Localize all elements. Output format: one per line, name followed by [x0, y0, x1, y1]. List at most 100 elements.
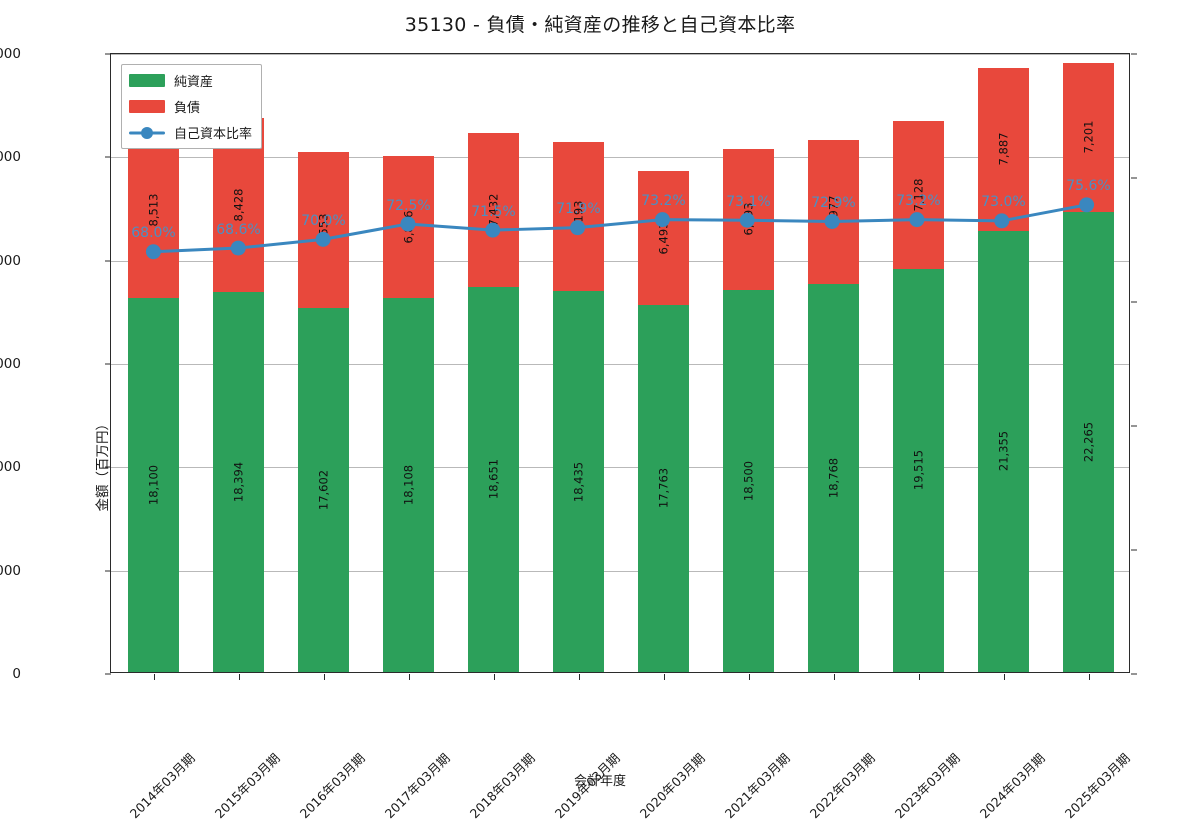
plot-area: 18,1008,51318,3948,42817,6027,55318,1086… — [0, 46, 1137, 821]
ratio-markers — [145, 197, 1095, 260]
ratio-marker[interactable] — [145, 244, 161, 260]
bar-segment-equity[interactable]: 18,651 — [468, 286, 519, 672]
y-tick-mark-left — [105, 673, 111, 675]
x-tick-mark — [748, 674, 750, 680]
bar-segment-equity[interactable]: 18,108 — [383, 297, 434, 672]
ratio-marker[interactable] — [994, 213, 1010, 229]
y-axis-label-left: 金額（百万円） — [95, 417, 111, 512]
bar-segment-equity[interactable]: 18,100 — [128, 297, 179, 672]
ratio-marker[interactable] — [739, 212, 755, 228]
gridline — [111, 467, 1129, 469]
y-tick-mark-left — [105, 466, 111, 468]
y-tick-label-left: 25,000 — [0, 149, 21, 166]
bar-segment-debt[interactable]: 7,887 — [978, 67, 1029, 231]
bar-segment-equity[interactable]: 21,355 — [978, 230, 1029, 672]
bar-segment-equity[interactable]: 17,763 — [638, 304, 689, 672]
bar-segment-debt[interactable]: 6,493 — [638, 170, 689, 305]
x-tick-mark — [153, 674, 155, 680]
bar-segment-debt[interactable]: 7,128 — [893, 121, 944, 269]
x-tick-mark — [408, 674, 410, 680]
ratio-line-layer: 68.0% 68.6% 70.0% 72.5% 71.5% 71.9% 73.2% 73.1%… — [111, 54, 1129, 672]
x-tick-mark — [493, 674, 495, 680]
y-tick-label-left: 0 — [12, 666, 21, 682]
ratio-marker[interactable] — [570, 220, 586, 236]
legend-item[interactable]: 自己資本比率 — [129, 123, 252, 142]
legend-item-label: 純資産 — [174, 75, 214, 90]
y-tick-mark-right — [1131, 177, 1137, 179]
chart-figure: 35130 - 負債・純資産の推移と自己資本比率 18,100 8,513 18,3… — [0, 0, 1200, 800]
bar-column[interactable]: 18,768 6,977 — [808, 52, 859, 672]
ratio-value-label: 73.0% — [981, 194, 1026, 211]
bar-segment-equity[interactable]: 18,500 — [723, 289, 774, 672]
gridline — [111, 570, 1129, 572]
x-tick-mark — [578, 674, 580, 680]
bar-column[interactable]: 18,100 8,513 — [128, 52, 179, 672]
grid-layer — [111, 54, 1129, 672]
ratio-value-label: 73.1% — [726, 193, 771, 210]
bar-segment-debt[interactable]: 8,513 — [128, 122, 179, 298]
chart-legend[interactable]: 純資産負債自己資本比率 — [121, 64, 263, 149]
ratio-polyline — [151, 203, 1089, 254]
bar-segment-equity[interactable]: 22,265 — [1063, 211, 1114, 672]
y-tick-mark-right — [1131, 425, 1137, 427]
bar-column[interactable]: 17,602 7,553 — [298, 52, 349, 672]
ratio-value-label: 75.6% — [1066, 178, 1111, 195]
y-tick-mark-right — [1131, 301, 1137, 303]
ratio-value-label: 71.5% — [471, 203, 516, 220]
gridline — [111, 260, 1129, 262]
bar-segment-equity[interactable]: 18,768 — [808, 284, 859, 672]
ratio-marker[interactable] — [230, 240, 246, 256]
legend-line-swatch-icon — [129, 126, 165, 139]
y-tick-label-left: 30,000 — [0, 46, 21, 62]
x-tick-mark — [1003, 674, 1005, 680]
ratio-value-label: 72.9% — [811, 195, 856, 212]
y-tick-mark-right — [1131, 53, 1137, 55]
bar-column[interactable]: 18,651 7,432 — [468, 52, 519, 672]
bar-column[interactable]: 22,265 7,201 — [1063, 52, 1114, 672]
legend-item[interactable]: 純資産 — [129, 71, 252, 90]
x-tick-mark — [833, 674, 835, 680]
ratio-marker[interactable] — [909, 212, 925, 228]
ratio-marker[interactable] — [400, 216, 416, 232]
ratio-value-label: 68.0% — [131, 225, 176, 242]
bar-column[interactable]: 21,355 7,887 — [978, 52, 1029, 672]
y-tick-label-left: 20,000 — [0, 252, 21, 269]
bar-segment-equity[interactable]: 17,602 — [298, 308, 349, 672]
bar-segment-debt[interactable]: 7,553 — [298, 152, 349, 309]
bar-segment-equity[interactable]: 18,435 — [553, 291, 604, 672]
ratio-marker[interactable] — [1079, 197, 1095, 213]
ratio-marker[interactable] — [654, 212, 670, 228]
bar-segment-debt[interactable]: 6,977 — [808, 139, 859, 285]
y-tick-label-left: 5,000 — [0, 562, 21, 579]
gridline — [111, 54, 1129, 55]
y-tick-mark-left — [105, 363, 111, 365]
y-tick-mark-right — [1131, 549, 1137, 551]
bar-column[interactable]: 18,435 7,193 — [553, 52, 604, 672]
ratio-value-label: 70.0% — [301, 213, 346, 229]
ratio-value-label: 73.2% — [896, 193, 941, 210]
legend-item-label: 負債 — [174, 101, 201, 116]
ratio-marker[interactable] — [824, 214, 840, 229]
bar-segment-equity[interactable]: 19,515 — [893, 268, 944, 672]
legend-color-swatch-icon — [129, 74, 165, 87]
bar-segment-equity[interactable]: 18,394 — [213, 291, 264, 672]
ratio-marker[interactable] — [485, 222, 501, 238]
y-tick-label-left: 10,000 — [0, 459, 21, 476]
bar-column[interactable]: 19,515 7,128 — [893, 52, 944, 672]
ratio-marker[interactable] — [315, 231, 331, 247]
y-tick-mark-left — [105, 156, 111, 158]
bar-segment-debt[interactable]: 7,193 — [553, 142, 604, 292]
bar-column[interactable]: 17,763 6,493 — [638, 52, 689, 672]
y-tick-mark-right — [1131, 673, 1137, 675]
chart-title: 35130 - 負債・純資産の推移と自己資本比率 — [404, 14, 796, 36]
x-tick-mark — [918, 674, 920, 680]
legend-item[interactable]: 負債 — [129, 97, 252, 116]
bar-segment-debt[interactable]: 7,432 — [468, 132, 519, 287]
y-tick-mark-left — [105, 53, 111, 55]
bar-segment-debt[interactable]: 7,201 — [1063, 63, 1114, 212]
gridline — [111, 157, 1129, 159]
x-tick-mark — [238, 674, 240, 680]
ratio-value-label: 71.9% — [556, 201, 601, 218]
gridline — [111, 364, 1129, 365]
ratio-value-label: 68.6% — [216, 221, 261, 238]
